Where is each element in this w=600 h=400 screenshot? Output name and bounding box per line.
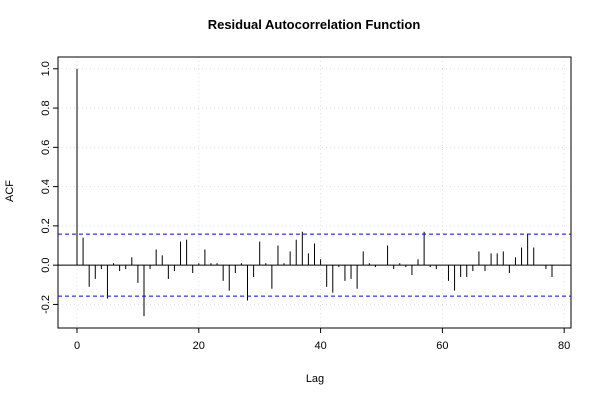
x-tick-label: 20 — [193, 340, 205, 352]
y-tick-label: 0.8 — [40, 100, 52, 115]
y-tick-label: 1.0 — [40, 61, 52, 76]
y-tick-label: 0.2 — [40, 218, 52, 233]
plot-frame — [57, 56, 572, 329]
y-tick-label: 0.0 — [40, 258, 52, 273]
y-tick-label: -0.2 — [40, 295, 52, 314]
y-tick-label: 0.6 — [40, 140, 52, 155]
x-tick-label: 60 — [436, 340, 448, 352]
x-tick-label: 80 — [558, 340, 570, 352]
x-tick-label: 0 — [74, 340, 80, 352]
x-tick-label: 40 — [314, 340, 326, 352]
chart-title: Residual Autocorrelation Function — [208, 17, 421, 32]
y-axis-label: ACF — [4, 180, 16, 202]
y-tick-label: 0.4 — [40, 179, 52, 194]
x-axis-label: Lag — [306, 373, 324, 385]
